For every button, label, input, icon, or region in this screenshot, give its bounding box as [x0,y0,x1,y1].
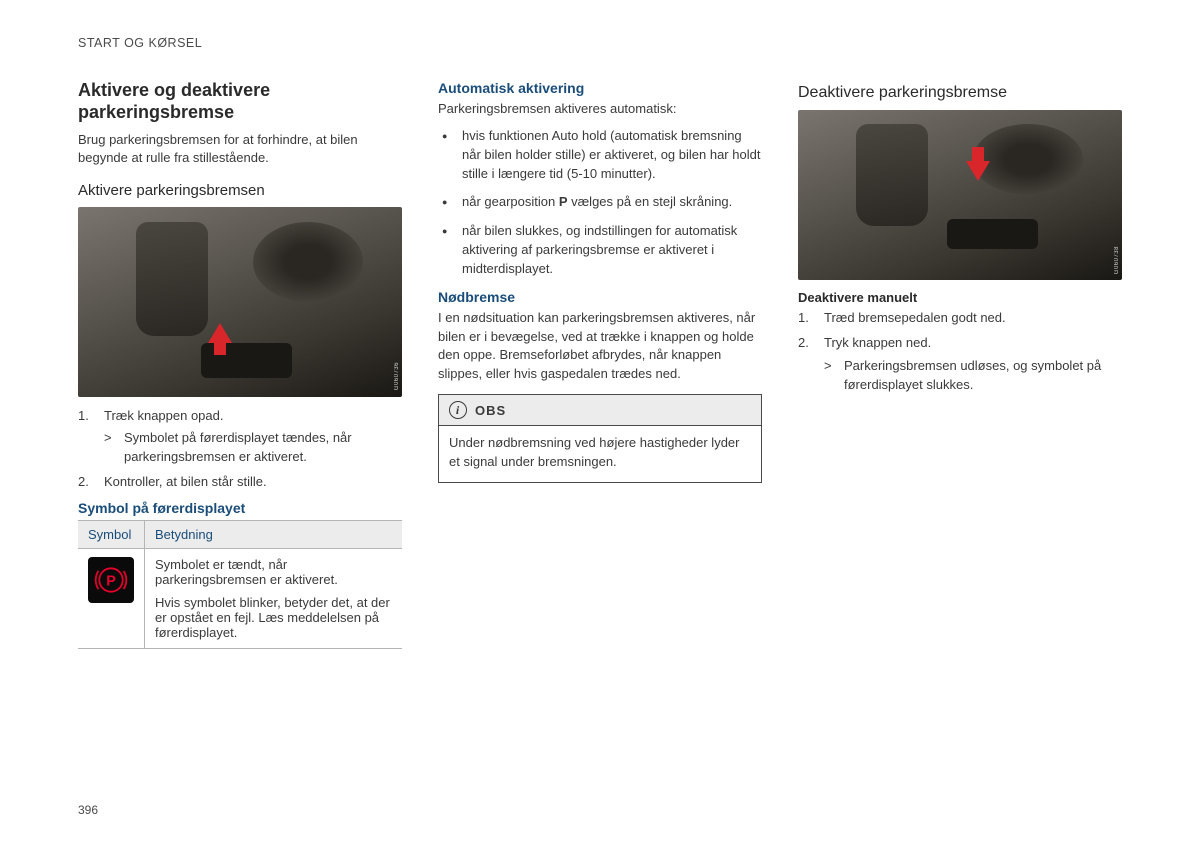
list-item: når gearposition P vælges på en stejl sk… [438,193,762,212]
photo-shifter [856,124,927,226]
table-row: P Symbolet er tændt, når parkeringsbrems… [78,548,402,648]
photo-activate-brake: G060736 [78,207,402,397]
obs-header: i OBS [439,395,761,426]
bullet-text-after: vælges på en stejl skråning. [568,194,733,209]
bullet-text-before: når gearposition [462,194,559,209]
page-number: 396 [78,803,98,817]
activate-steps: Træk knappen opad. Symbolet på førerdisp… [78,407,402,492]
step-text: Træd bremsepedalen godt ned. [824,310,1006,325]
emergency-text: I en nødsituation kan parkeringsbremsen … [438,309,762,384]
step-text: Træk knappen opad. [104,408,223,423]
table-header-symbol: Symbol [78,520,145,548]
table-title: Symbol på førerdisplayet [78,500,402,516]
step-item: Kontroller, at bilen står stille. [78,473,402,492]
svg-text:P: P [106,573,116,589]
heading-deactivate: Deaktivere parkeringsbremse [798,84,1122,102]
subheading-activate: Aktivere parkeringsbremsen [78,182,402,199]
column-2: Automatisk aktivering Parkeringsbremsen … [438,80,762,649]
obs-callout: i OBS Under nødbremsning ved højere hast… [438,394,762,483]
main-title: Aktivere og deaktivere parkeringsbremse [78,80,402,123]
list-item: hvis funktionen Auto hold (automatisk br… [438,127,762,184]
step-result: Symbolet på førerdisplayet tændes, når p… [104,429,402,467]
table-header-meaning: Betydning [145,520,403,548]
breadcrumb: START OG KØRSEL [78,36,1122,50]
arrow-up-icon [208,323,232,343]
meaning-p2: Hvis symbolet blinker, betyder det, at d… [155,595,392,640]
meaning-p1: Symbolet er tændt, når parkeringsbremsen… [155,557,392,587]
auto-bullet-list: hvis funktionen Auto hold (automatisk br… [438,127,762,279]
obs-label: OBS [475,403,506,418]
step-item: Træk knappen opad. Symbolet på førerdisp… [78,407,402,468]
obs-body: Under nødbremsning ved højere hastighede… [439,426,761,482]
photo-cupholder [253,222,363,302]
step-item: Tryk knappen ned. Parkeringsbremsen udlø… [798,334,1122,395]
photo-shifter [136,222,207,336]
photo-id-tag: G060738 [1114,246,1120,274]
photo-button-panel [947,219,1038,250]
photo-id-tag: G060736 [394,362,400,390]
heading-emergency-brake: Nødbremse [438,289,762,305]
parking-brake-symbol-icon: P [88,557,134,603]
step-text: Kontroller, at bilen står stille. [104,474,267,489]
list-item: når bilen slukkes, og indstillingen for … [438,222,762,279]
table-cell-symbol: P [78,548,145,648]
step-item: Træd bremsepedalen godt ned. [798,309,1122,328]
column-1: Aktivere og deaktivere parkeringsbremse … [78,80,402,649]
photo-deactivate-brake: G060738 [798,110,1122,280]
intro-text: Brug parkeringsbremsen for at forhindre,… [78,131,402,167]
symbol-table: Symbol Betydning P [78,520,402,649]
heading-deactivate-manual: Deaktivere manuelt [798,290,1122,305]
step-result: Parkeringsbremsen udløses, og symbolet p… [824,357,1122,395]
step-text: Tryk knappen ned. [824,335,931,350]
column-3: Deaktivere parkeringsbremse G060738 Deak… [798,80,1122,649]
info-icon: i [449,401,467,419]
content-columns: Aktivere og deaktivere parkeringsbremse … [78,80,1122,649]
deactivate-steps: Træd bremsepedalen godt ned. Tryk knappe… [798,309,1122,394]
arrow-down-icon [966,161,990,181]
photo-cupholder [973,124,1083,195]
heading-auto-activate: Automatisk aktivering [438,80,762,96]
table-cell-meaning: Symbolet er tændt, når parkeringsbremsen… [145,548,403,648]
auto-intro: Parkeringsbremsen aktiveres automatisk: [438,100,762,119]
bullet-bold-p: P [559,194,568,209]
